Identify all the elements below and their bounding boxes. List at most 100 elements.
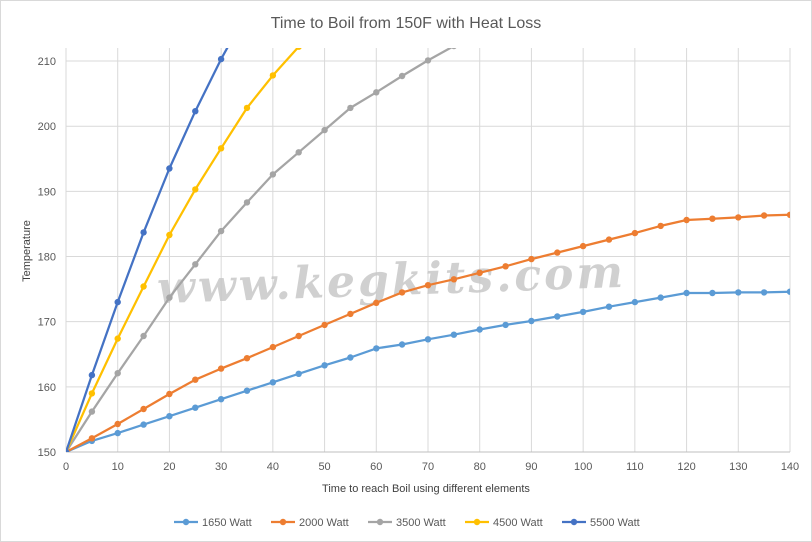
data-point: [321, 126, 328, 134]
y-tick-label: 190: [38, 186, 56, 198]
data-point: [398, 341, 406, 348]
data-point: [192, 186, 199, 193]
legend-marker: [473, 518, 481, 526]
data-point: [114, 370, 121, 377]
data-point: [657, 294, 664, 301]
data-point: [166, 165, 173, 172]
data-point: [579, 242, 587, 250]
data-point: [760, 289, 768, 296]
data-point: [605, 303, 613, 310]
data-point: [243, 355, 251, 362]
series-3500-watt: [66, 48, 457, 452]
data-point: [269, 72, 277, 79]
data-point: [321, 362, 328, 369]
y-tick-label: 200: [38, 121, 56, 133]
data-point: [295, 332, 302, 340]
data-point: [140, 229, 147, 236]
data-point: [476, 326, 483, 333]
x-axis-title: Time to reach Boil using different eleme…: [322, 483, 530, 495]
data-point: [709, 289, 716, 297]
x-tick-label: 100: [574, 461, 592, 473]
data-point: [217, 396, 225, 403]
data-point: [631, 298, 639, 306]
data-point: [295, 149, 302, 156]
x-tick-label: 50: [318, 461, 330, 473]
data-point: [295, 48, 302, 50]
legend-item-1650-watt: 1650 Watt: [174, 517, 252, 529]
data-point: [217, 227, 225, 235]
data-point: [192, 404, 199, 411]
chart-title: Time to Boil from 150F with Heat Loss: [271, 15, 542, 32]
data-point: [502, 321, 509, 329]
data-point: [114, 429, 121, 437]
y-tick-label: 180: [38, 252, 56, 264]
legend-label: 1650 Watt: [202, 517, 252, 529]
legend-label: 4500 Watt: [493, 517, 543, 529]
gridlines: [65, 48, 791, 453]
data-point: [217, 365, 225, 372]
data-point: [451, 48, 457, 50]
x-tick-label: 70: [422, 461, 434, 473]
x-tick-label: 10: [112, 461, 124, 473]
data-point: [398, 72, 406, 80]
data-point: [192, 376, 199, 383]
data-point: [554, 249, 561, 256]
data-point: [140, 405, 147, 413]
data-point: [166, 294, 173, 301]
legend-label: 5500 Watt: [590, 517, 640, 529]
data-point: [528, 317, 535, 325]
data-point: [88, 408, 96, 415]
data-point: [709, 215, 716, 222]
legend-marker: [182, 518, 190, 526]
data-point: [217, 55, 225, 63]
legend-item-4500-watt: 4500 Watt: [465, 517, 543, 529]
data-point: [88, 371, 96, 379]
x-tick-label: 40: [267, 461, 279, 473]
y-axis-tick-labels: 150 160 170 180 190 200 210: [38, 56, 56, 459]
legend-marker: [279, 518, 287, 526]
data-point: [657, 222, 664, 230]
data-point: [88, 390, 96, 397]
x-tick-label: 140: [781, 461, 799, 473]
series-line-4500-watt: [66, 48, 300, 452]
data-point: [786, 288, 790, 295]
data-point: [424, 57, 432, 64]
x-axis-tick-labels: 0 10 20 30 40 50 60 70 80 90 100 110 120 130 140: [63, 461, 799, 473]
series-1650-watt: [66, 288, 790, 452]
data-point: [373, 89, 380, 96]
data-point: [114, 335, 121, 342]
data-point: [192, 261, 199, 268]
y-tick-label: 150: [38, 447, 56, 459]
data-point: [269, 343, 277, 351]
legend-label: 3500 Watt: [396, 517, 446, 529]
y-tick-label: 210: [38, 56, 56, 68]
legend-marker: [376, 518, 384, 526]
data-point: [476, 269, 483, 276]
data-point: [140, 283, 147, 290]
data-point: [631, 229, 639, 237]
data-point: [424, 336, 432, 343]
data-point: [605, 236, 613, 243]
x-tick-label: 0: [63, 461, 69, 473]
data-point: [88, 435, 96, 442]
x-tick-label: 30: [215, 461, 227, 473]
data-point: [192, 108, 199, 115]
data-point: [735, 289, 742, 296]
data-point: [347, 104, 354, 112]
legend-marker: [570, 518, 578, 526]
x-tick-label: 110: [626, 461, 644, 473]
x-tick-label: 120: [677, 461, 695, 473]
y-tick-label: 170: [38, 317, 56, 329]
data-point: [166, 413, 173, 420]
data-point: [347, 354, 354, 361]
data-point: [760, 212, 768, 219]
y-axis-title: Temperature: [21, 220, 33, 282]
data-point: [398, 289, 406, 296]
legend: 1650 Watt 2000 Watt 3500 Watt 4500 Watt 5500…: [174, 517, 640, 529]
legend-label: 2000 Watt: [299, 517, 349, 529]
series-5500-watt: [66, 48, 229, 452]
data-point: [166, 390, 173, 398]
data-point: [502, 263, 509, 270]
data-point: [243, 104, 251, 112]
